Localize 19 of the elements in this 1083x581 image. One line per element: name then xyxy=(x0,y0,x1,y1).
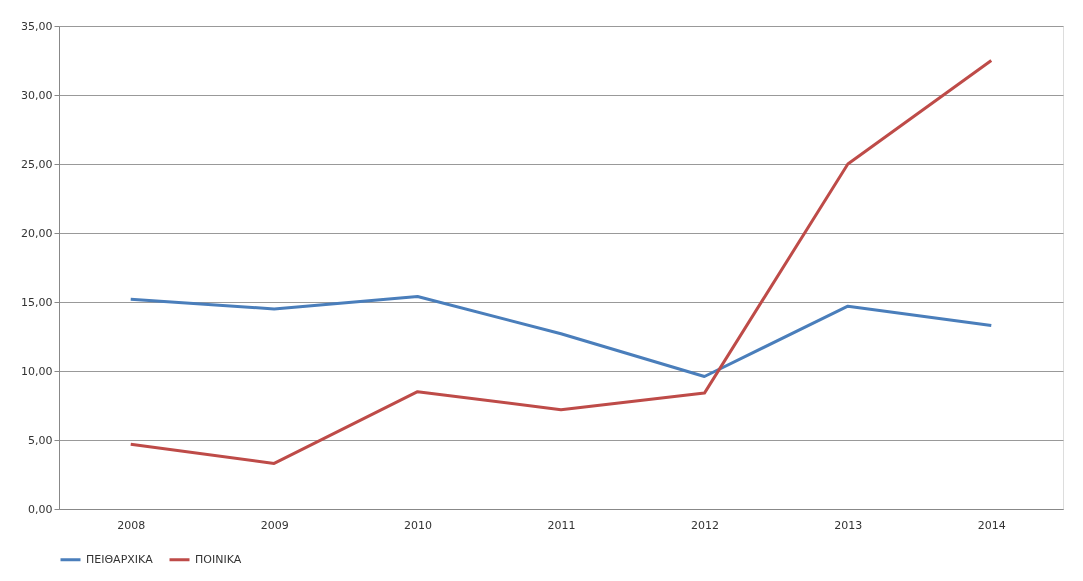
legend-label: ΠΟΙΝΙΚΑ xyxy=(195,552,242,566)
x-tick-label: 2008 xyxy=(117,518,146,532)
line-series xyxy=(129,59,993,465)
y-tick-label: 15,00 xyxy=(21,295,53,309)
x-tick-label: 2009 xyxy=(260,518,289,532)
y-tick-label: 0,00 xyxy=(28,502,53,516)
y-tick-label: 30,00 xyxy=(21,88,53,102)
x-tick-label: 2013 xyxy=(834,518,863,532)
x-tick-label: 2011 xyxy=(547,518,576,532)
y-tick-label: 5,00 xyxy=(28,433,53,447)
y-tick-label: 35,00 xyxy=(21,19,53,33)
x-tick-label: 2014 xyxy=(977,518,1006,532)
line-series xyxy=(129,294,993,379)
legend-label: ΠΕΙΘΑΡΧΙΚΑ xyxy=(86,552,154,566)
y-tick-label: 25,00 xyxy=(21,157,53,171)
y-tick-label: 10,00 xyxy=(21,364,53,378)
x-tick-label: 2012 xyxy=(690,518,719,532)
y-tick-label: 20,00 xyxy=(21,226,53,240)
x-tick-label: 2010 xyxy=(404,518,433,532)
